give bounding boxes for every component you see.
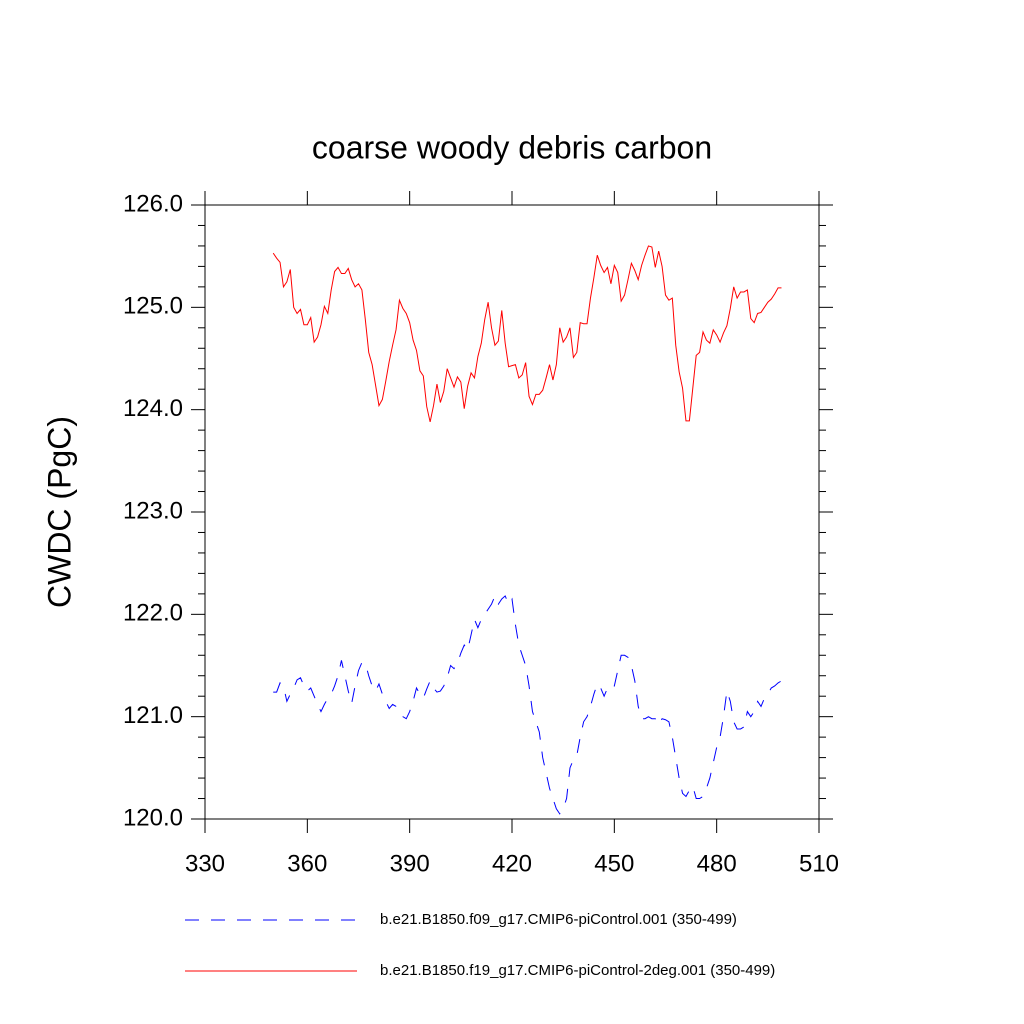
legend-label: b.e21.B1850.f09_g17.CMIP6-piControl.001 … <box>380 911 737 928</box>
series-line <box>273 594 782 815</box>
y-axis-label: CWDC (PgC) <box>41 416 77 608</box>
y-tick-label: 124.0 <box>123 395 183 422</box>
chart-title: coarse woody debris carbon <box>312 129 712 165</box>
x-tick-label: 480 <box>697 850 737 877</box>
y-tick-label: 126.0 <box>123 190 183 217</box>
y-tick-label: 120.0 <box>123 804 183 831</box>
x-tick-label: 450 <box>594 850 634 877</box>
series-line <box>272 245 782 423</box>
y-tick-label: 125.0 <box>123 293 183 320</box>
x-tick-label: 330 <box>185 850 225 877</box>
legend-label: b.e21.B1850.f19_g17.CMIP6-piControl-2deg… <box>380 962 775 979</box>
x-tick-label: 360 <box>287 850 327 877</box>
x-tick-label: 390 <box>390 850 430 877</box>
x-tick-label: 510 <box>799 850 839 877</box>
y-tick-label: 122.0 <box>123 600 183 627</box>
x-tick-label: 420 <box>492 850 532 877</box>
plot-frame <box>204 204 820 820</box>
y-tick-label: 121.0 <box>123 702 183 729</box>
y-tick-label: 123.0 <box>123 497 183 524</box>
